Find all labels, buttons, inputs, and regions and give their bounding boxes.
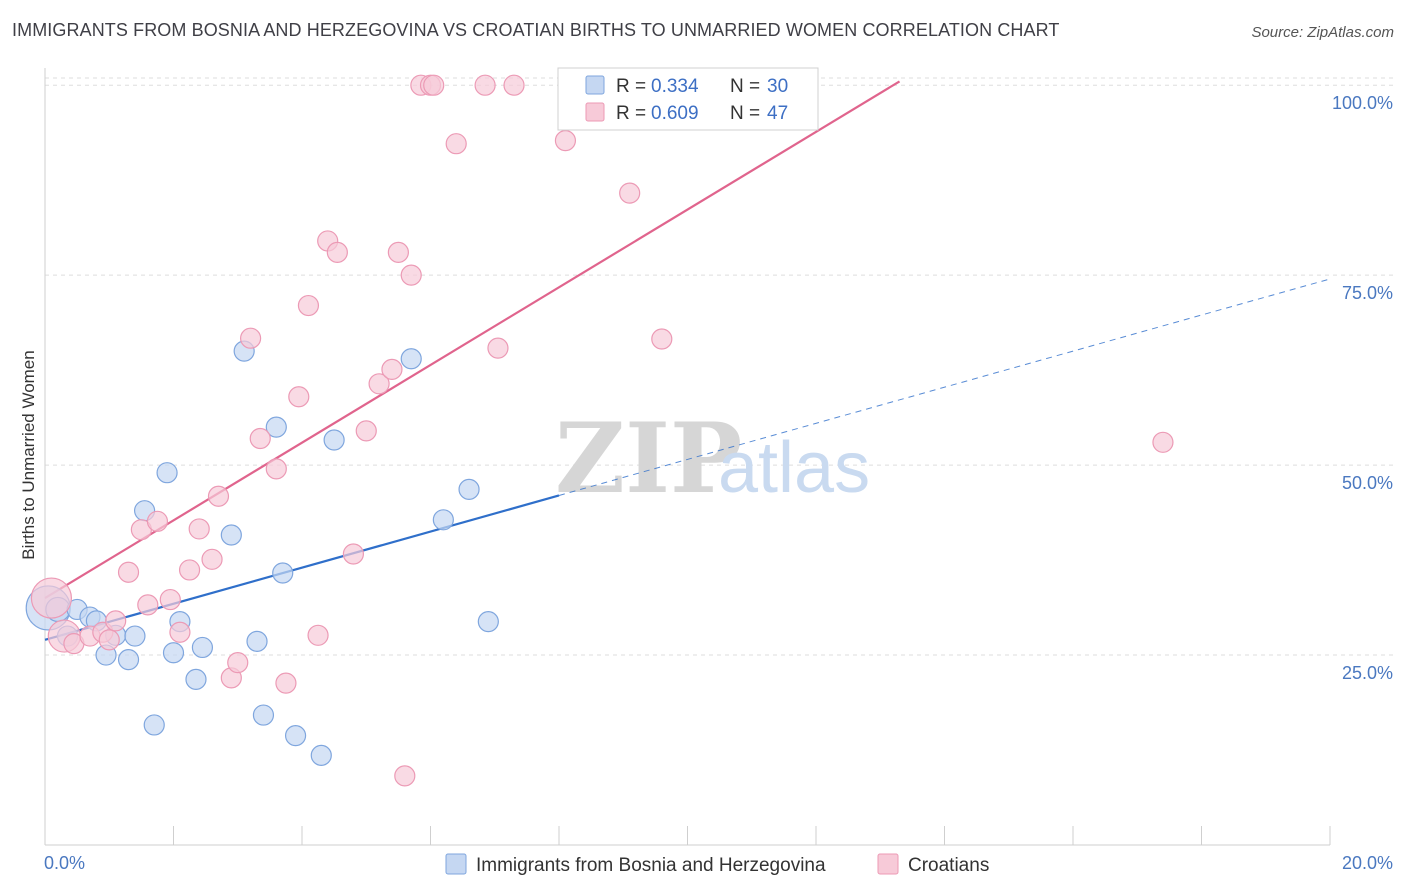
croatian-point	[368, 373, 390, 395]
croatian-point	[249, 427, 271, 450]
bosnia-point	[477, 611, 499, 633]
croatian-point	[188, 518, 210, 540]
watermark-zip: ZIP	[555, 402, 742, 515]
croatian-point	[326, 241, 348, 263]
croatian-point	[288, 386, 310, 408]
bosnia-point	[185, 668, 207, 690]
bosnia-point	[162, 642, 185, 664]
legend-n-label-1: N =	[730, 76, 760, 97]
croatian-point	[30, 577, 73, 619]
croatian-point	[207, 485, 230, 507]
bosnia-point	[246, 630, 268, 652]
chart-source: Source: ZipAtlas.com	[1251, 24, 1394, 41]
legend-r-value-1: 0.334	[651, 76, 699, 97]
croatian-point	[355, 420, 377, 442]
croatian-point	[394, 765, 416, 787]
croatian-point	[423, 74, 445, 96]
croatian-point	[487, 337, 509, 359]
bottom-legend-label-pink: Croatians	[908, 855, 989, 876]
croatian-point	[105, 610, 127, 632]
bosnia-trend-line	[44, 494, 560, 641]
croatian-point	[651, 328, 673, 350]
croatian-point	[503, 74, 525, 96]
bosnia-point	[310, 744, 332, 766]
croatian-point	[400, 264, 422, 286]
croatian-point	[381, 358, 403, 380]
y-tick-label: 100.0%	[1332, 93, 1393, 113]
croatian-point	[169, 621, 191, 643]
croatian-point	[342, 543, 364, 565]
legend: R = 0.334 N = 30 R = 0.609 N = 47	[557, 67, 819, 131]
axis-layer	[44, 68, 1331, 846]
bosnia-point	[124, 625, 146, 647]
bosnia-point	[143, 714, 165, 736]
croatian-point	[619, 182, 641, 204]
legend-n-value-1: 30	[767, 76, 788, 97]
croatian-point	[227, 652, 249, 674]
bosnia-point	[432, 509, 454, 531]
bosnia-point	[265, 416, 287, 438]
croatian-point	[474, 74, 496, 96]
croatian-point	[201, 548, 223, 570]
watermark-atlas: atlas	[718, 428, 870, 508]
bosnia-point	[220, 524, 242, 546]
croatian-point	[297, 294, 320, 317]
croatian-point	[117, 561, 140, 583]
croatian-point	[445, 133, 467, 155]
croatian-trend-line	[44, 80, 901, 600]
x-tick-label-min: 0.0%	[44, 853, 85, 873]
bosnia-point	[323, 429, 345, 451]
data-points	[25, 74, 1174, 787]
bosnia-point	[284, 724, 307, 747]
croatian-point	[240, 327, 262, 349]
bosnia-point	[117, 649, 140, 671]
bottom-legend: Immigrants from Bosnia and Herzegovina C…	[445, 853, 989, 876]
bottom-legend-swatch-blue	[445, 853, 467, 875]
bosnia-point	[252, 704, 275, 726]
legend-swatch-pink	[585, 102, 605, 122]
grid-layer	[45, 77, 1395, 656]
y-tick-label: 50.0%	[1342, 473, 1393, 493]
trend-lines	[44, 80, 1331, 641]
bosnia-point	[458, 478, 480, 501]
croatian-point	[1152, 431, 1174, 453]
croatian-point	[159, 588, 181, 611]
bosnia-point	[272, 562, 294, 584]
legend-r-label-2: R =	[616, 103, 646, 124]
y-tick-label: 25.0%	[1342, 663, 1393, 683]
croatian-point	[265, 458, 287, 480]
x-tick-label-max: 20.0%	[1342, 853, 1393, 873]
croatian-point	[307, 624, 329, 646]
bosnia-trend-extension	[558, 278, 1331, 496]
legend-swatch-blue	[585, 75, 605, 95]
croatian-point	[178, 559, 201, 581]
croatian-point	[554, 130, 577, 152]
bottom-legend-swatch-pink	[877, 853, 899, 875]
chart-title: IMMIGRANTS FROM BOSNIA AND HERZEGOVINA V…	[12, 20, 1060, 40]
y-tick-label: 75.0%	[1342, 283, 1393, 303]
bottom-legend-label-blue: Immigrants from Bosnia and Herzegovina	[476, 855, 826, 876]
legend-r-label-1: R =	[616, 76, 646, 97]
croatian-point	[98, 629, 120, 651]
y-tick-labels: 25.0% 50.0% 75.0% 100.0%	[1332, 93, 1393, 683]
bosnia-point	[156, 462, 178, 484]
y-axis-label: Births to Unmarried Women	[19, 350, 38, 559]
croatian-point	[137, 594, 159, 616]
croatian-point	[387, 241, 409, 263]
croatian-point	[146, 510, 169, 532]
bosnia-point	[400, 348, 422, 370]
croatian-point	[275, 672, 297, 694]
legend-n-label-2: N =	[730, 103, 760, 124]
legend-r-value-2: 0.609	[651, 103, 699, 124]
legend-n-value-2: 47	[767, 103, 788, 124]
bosnia-point	[191, 636, 214, 659]
